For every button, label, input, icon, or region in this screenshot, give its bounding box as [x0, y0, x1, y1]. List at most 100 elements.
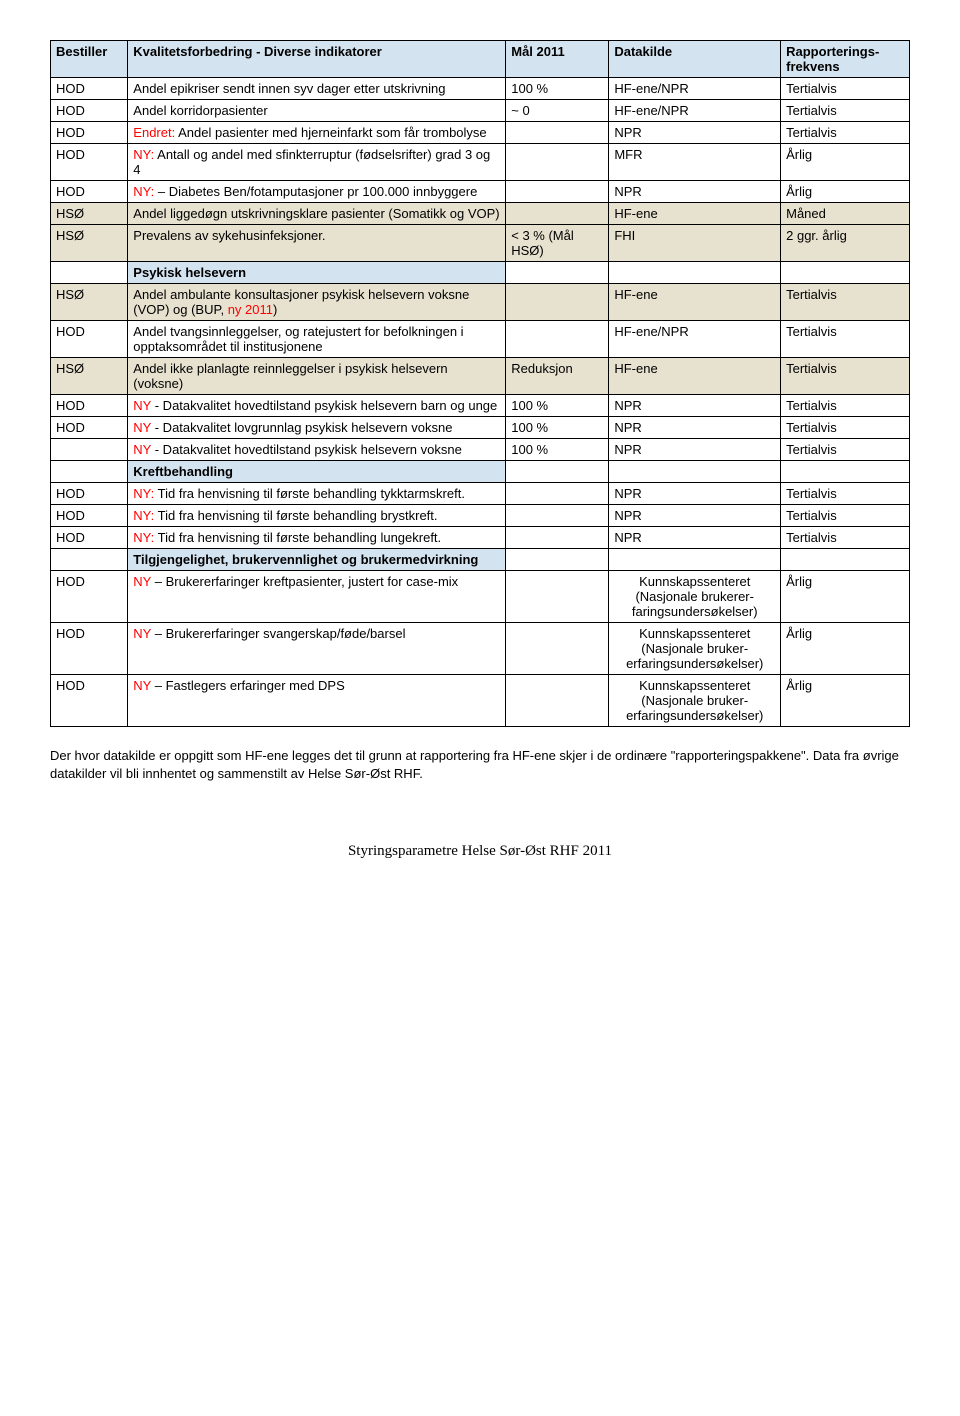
cell-datakilde: NPR	[609, 395, 781, 417]
cell-datakilde: HF-ene/NPR	[609, 100, 781, 122]
cell-mal: Reduksjon	[506, 358, 609, 395]
cell-freq: Årlig	[781, 144, 910, 181]
cell-bestiller: HOD	[51, 122, 128, 144]
cell-indikator: NY - Datakvalitet hovedtilstand psykisk …	[128, 439, 506, 461]
cell-mal: 100 %	[506, 417, 609, 439]
cell-bestiller: HOD	[51, 144, 128, 181]
cell-freq: Tertialvis	[781, 122, 910, 144]
table-row: HODNY: Tid fra henvisning til første beh…	[51, 527, 910, 549]
cell-empty	[506, 262, 609, 284]
cell-mal: 100 %	[506, 78, 609, 100]
cell-freq: Årlig	[781, 623, 910, 675]
cell-freq: Tertialvis	[781, 483, 910, 505]
cell-mal	[506, 122, 609, 144]
cell-mal	[506, 321, 609, 358]
cell-datakilde: NPR	[609, 122, 781, 144]
cell-freq: Tertialvis	[781, 284, 910, 321]
cell-indikator: NY - Datakvalitet hovedtilstand psykisk …	[128, 395, 506, 417]
section-label: Tilgjengelighet, brukervennlighet og bru…	[128, 549, 506, 571]
table-row: HODEndret: Andel pasienter med hjerneinf…	[51, 122, 910, 144]
table-row: HODNY – Fastlegers erfaringer med DPSKun…	[51, 675, 910, 727]
cell-freq: Tertialvis	[781, 417, 910, 439]
cell-bestiller: HOD	[51, 321, 128, 358]
cell-mal: < 3 % (Mål HSØ)	[506, 225, 609, 262]
cell-indikator: NY - Datakvalitet lovgrunnlag psykisk he…	[128, 417, 506, 439]
header-indikator: Kvalitetsforbedring - Diverse indikatore…	[128, 41, 506, 78]
indicators-table: Bestiller Kvalitetsforbedring - Diverse …	[50, 40, 910, 727]
header-freq: Rapporterings-frekvens	[781, 41, 910, 78]
section-label: Kreftbehandling	[128, 461, 506, 483]
table-row: Psykisk helsevern	[51, 262, 910, 284]
table-row: HSØAndel liggedøgn utskrivningsklare pas…	[51, 203, 910, 225]
table-row: HODNY: Tid fra henvisning til første beh…	[51, 483, 910, 505]
cell-mal	[506, 483, 609, 505]
cell-bestiller	[51, 461, 128, 483]
cell-datakilde: NPR	[609, 527, 781, 549]
cell-datakilde: HF-ene	[609, 358, 781, 395]
table-row: HODNY: – Diabetes Ben/fotamputasjoner pr…	[51, 181, 910, 203]
table-row: HODNY – Brukererfaringer kreftpasienter,…	[51, 571, 910, 623]
cell-datakilde: NPR	[609, 417, 781, 439]
cell-indikator: NY: Tid fra henvisning til første behand…	[128, 527, 506, 549]
cell-bestiller: HOD	[51, 483, 128, 505]
header-mal: Mål 2011	[506, 41, 609, 78]
cell-empty	[506, 549, 609, 571]
cell-freq: Tertialvis	[781, 100, 910, 122]
cell-indikator: Andel liggedøgn utskrivningsklare pasien…	[128, 203, 506, 225]
cell-bestiller: HOD	[51, 505, 128, 527]
cell-datakilde: NPR	[609, 181, 781, 203]
cell-freq: Tertialvis	[781, 527, 910, 549]
cell-freq: Tertialvis	[781, 439, 910, 461]
cell-freq: Tertialvis	[781, 321, 910, 358]
cell-bestiller: HOD	[51, 623, 128, 675]
table-row: HODAndel epikriser sendt innen syv dager…	[51, 78, 910, 100]
cell-indikator: NY: Tid fra henvisning til første behand…	[128, 505, 506, 527]
cell-bestiller: HOD	[51, 78, 128, 100]
cell-mal	[506, 284, 609, 321]
cell-empty	[506, 461, 609, 483]
table-header-row: Bestiller Kvalitetsforbedring - Diverse …	[51, 41, 910, 78]
table-row: HSØAndel ambulante konsultasjoner psykis…	[51, 284, 910, 321]
cell-indikator: NY: Antall og andel med sfinkterruptur (…	[128, 144, 506, 181]
cell-mal: 100 %	[506, 439, 609, 461]
cell-mal: 100 %	[506, 395, 609, 417]
cell-mal	[506, 505, 609, 527]
cell-datakilde: HF-ene/NPR	[609, 321, 781, 358]
cell-indikator: Andel tvangsinnleggelser, og ratejustert…	[128, 321, 506, 358]
cell-empty	[609, 461, 781, 483]
cell-freq: Tertialvis	[781, 358, 910, 395]
cell-empty	[781, 549, 910, 571]
cell-bestiller: HOD	[51, 675, 128, 727]
cell-bestiller: HSØ	[51, 225, 128, 262]
table-row: HODNY – Brukererfaringer svangerskap/fød…	[51, 623, 910, 675]
cell-datakilde: HF-ene/NPR	[609, 78, 781, 100]
cell-bestiller: HSØ	[51, 358, 128, 395]
cell-freq: Tertialvis	[781, 78, 910, 100]
cell-empty	[781, 262, 910, 284]
cell-indikator: Endret: Andel pasienter med hjerneinfark…	[128, 122, 506, 144]
cell-mal	[506, 203, 609, 225]
cell-indikator: NY – Brukererfaringer svangerskap/føde/b…	[128, 623, 506, 675]
cell-bestiller	[51, 549, 128, 571]
cell-datakilde: FHI	[609, 225, 781, 262]
cell-bestiller: HSØ	[51, 284, 128, 321]
cell-bestiller: HOD	[51, 527, 128, 549]
header-bestiller: Bestiller	[51, 41, 128, 78]
cell-mal: ~ 0	[506, 100, 609, 122]
cell-empty	[609, 549, 781, 571]
cell-bestiller: HOD	[51, 395, 128, 417]
cell-empty	[781, 461, 910, 483]
table-row: HODNY: Antall og andel med sfinkterruptu…	[51, 144, 910, 181]
cell-indikator: NY: – Diabetes Ben/fotamputasjoner pr 10…	[128, 181, 506, 203]
cell-freq: Årlig	[781, 571, 910, 623]
cell-bestiller: HOD	[51, 181, 128, 203]
cell-indikator: NY – Fastlegers erfaringer med DPS	[128, 675, 506, 727]
cell-bestiller	[51, 262, 128, 284]
cell-bestiller	[51, 439, 128, 461]
table-row: Tilgjengelighet, brukervennlighet og bru…	[51, 549, 910, 571]
cell-bestiller: HOD	[51, 571, 128, 623]
cell-datakilde: MFR	[609, 144, 781, 181]
cell-datakilde: Kunnskapssenteret (Nasjonale brukerer-fa…	[609, 571, 781, 623]
cell-indikator: Andel epikriser sendt innen syv dager et…	[128, 78, 506, 100]
cell-indikator: NY: Tid fra henvisning til første behand…	[128, 483, 506, 505]
